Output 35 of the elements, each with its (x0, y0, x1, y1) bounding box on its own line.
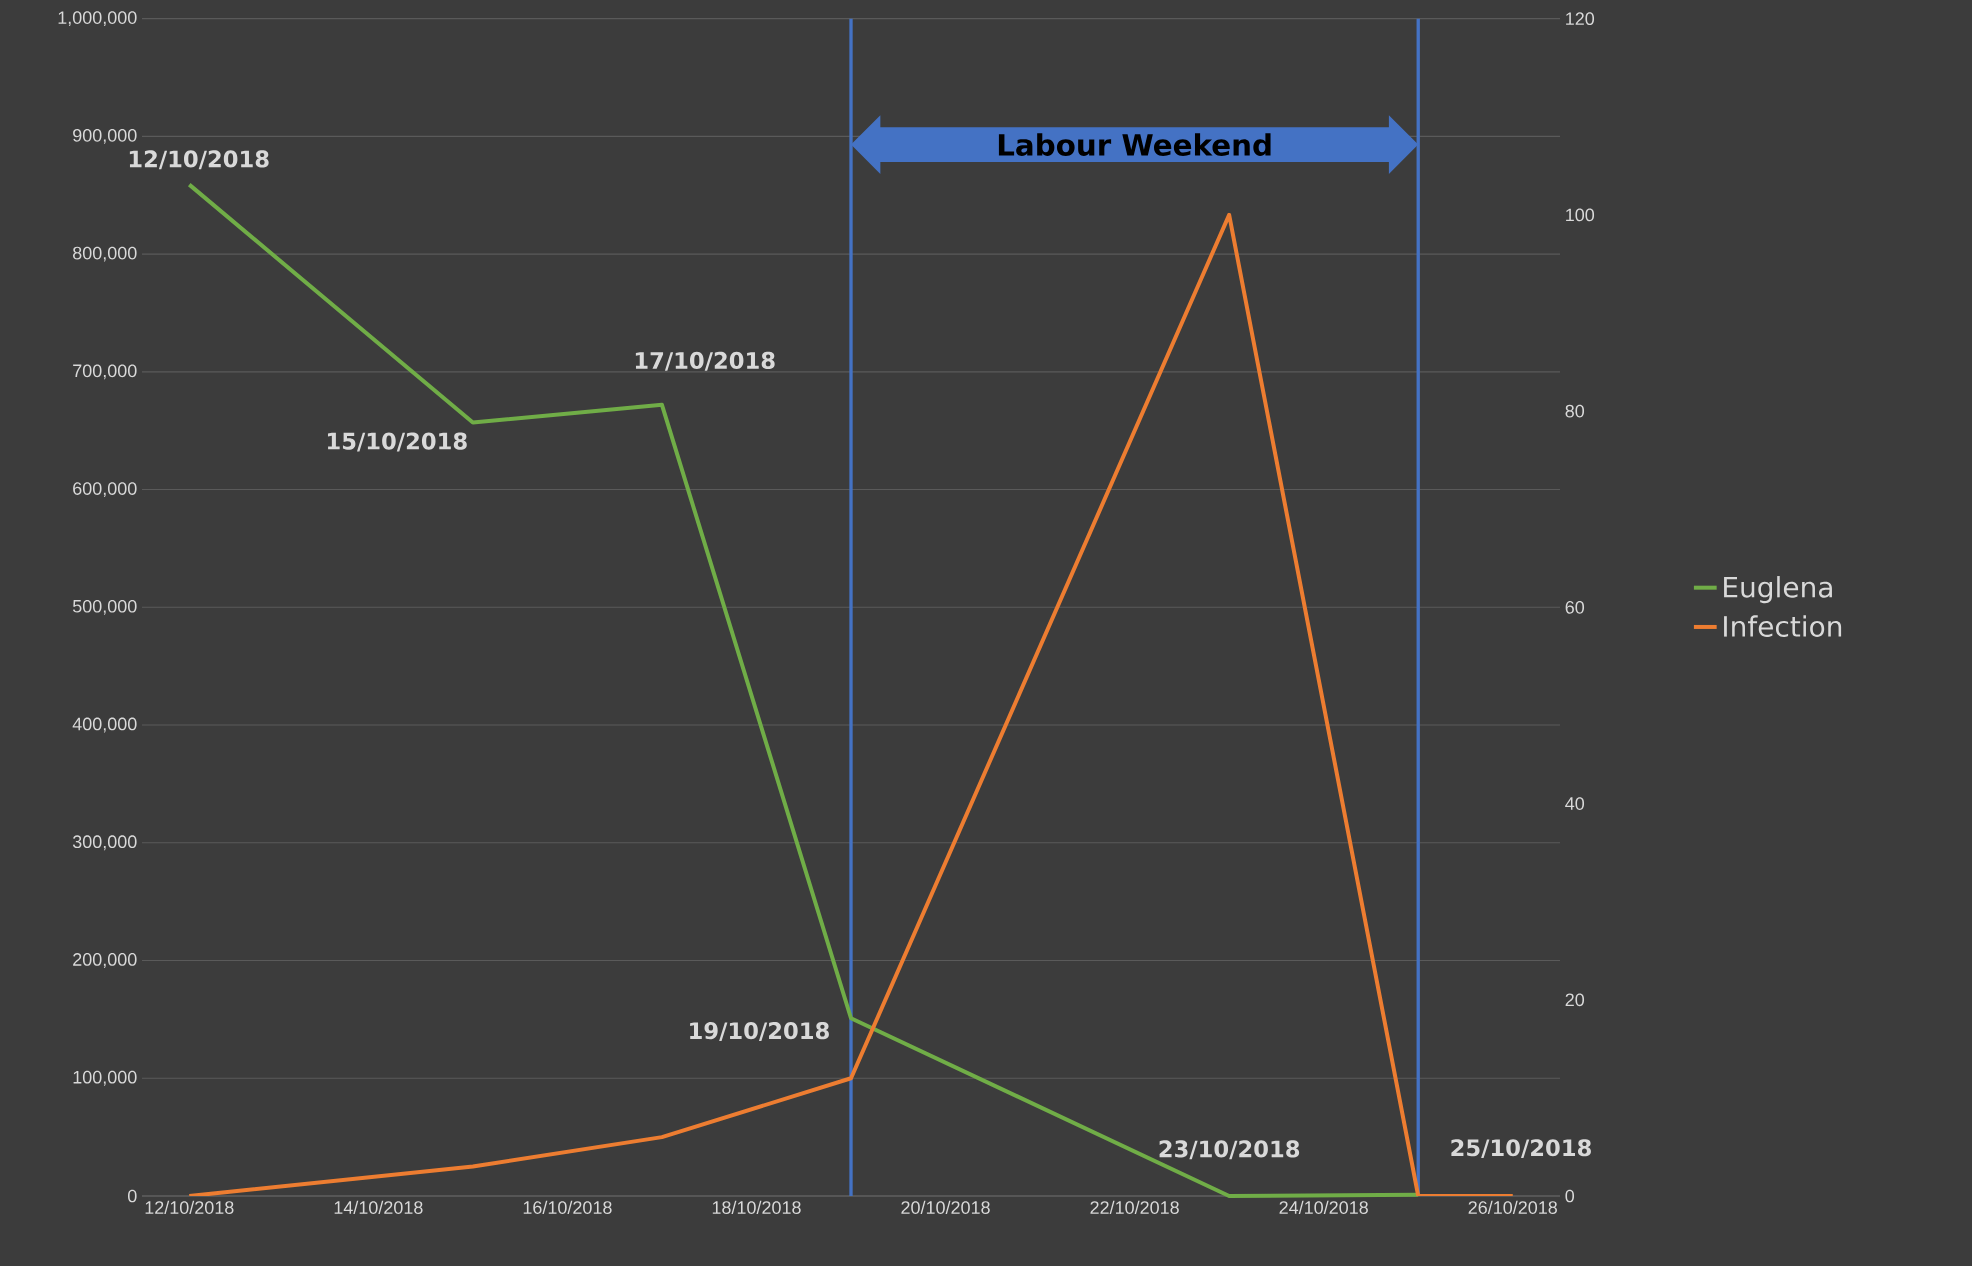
y2-tick-label: 0 (1565, 1189, 1575, 1203)
y-tick-label: 800,000 (73, 246, 137, 262)
x-tick-label: 16/10/2018 (523, 1200, 612, 1214)
annotation: 23/10/2018 (1159, 1140, 1300, 1160)
y-tick-label: 1,000,000 (58, 11, 137, 27)
y-tick-label: 400,000 (72, 717, 137, 733)
y2-tick-label: 120 (1566, 12, 1595, 26)
x-tick-label: 18/10/2018 (712, 1200, 801, 1214)
legend-label: Infection (1724, 615, 1842, 637)
y-tick-label: 0 (127, 1189, 137, 1203)
y-tick-label: 500,000 (72, 599, 137, 615)
x-tick-label: 24/10/2018 (1279, 1200, 1368, 1214)
annotation: 15/10/2018 (327, 432, 467, 452)
y-tick-label: 900,000 (73, 128, 137, 144)
annotation: 17/10/2018 (635, 351, 775, 371)
y2-tick-label: 40 (1565, 797, 1585, 810)
y-tick-label: 600,000 (73, 482, 137, 498)
annotation: Labour Weekend (998, 133, 1271, 156)
y-tick-label: 200,000 (73, 953, 137, 968)
x-tick-label: 22/10/2018 (1090, 1200, 1179, 1214)
x-tick-label: 12/10/2018 (145, 1200, 234, 1214)
y-tick-label: 300,000 (72, 835, 137, 851)
y-tick-label: 100,000 (73, 1070, 137, 1086)
y2-tick-label: 20 (1565, 993, 1585, 1007)
y2-tick-label: 60 (1565, 600, 1585, 614)
annotation: 25/10/2018 (1451, 1139, 1591, 1159)
legend-label: Euglena (1724, 576, 1832, 604)
annotation: 12/10/2018 (129, 150, 269, 170)
annotation: 19/10/2018 (690, 1022, 829, 1042)
x-tick-label: 20/10/2018 (901, 1200, 990, 1214)
x-tick-label: 26/10/2018 (1468, 1200, 1557, 1214)
x-tick-label: 14/10/2018 (334, 1200, 423, 1214)
y-tick-label: 700,000 (73, 364, 137, 380)
y2-tick-label: 100 (1566, 208, 1595, 222)
y2-tick-label: 80 (1565, 404, 1585, 418)
